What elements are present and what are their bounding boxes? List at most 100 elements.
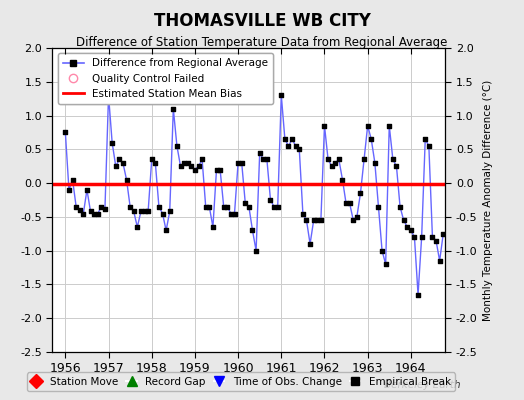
Point — [428, 234, 436, 240]
Point — [277, 92, 286, 98]
Point — [68, 176, 77, 183]
Point — [439, 230, 447, 237]
Point — [212, 166, 221, 173]
Point — [216, 166, 224, 173]
Point — [101, 206, 109, 212]
Point — [202, 204, 210, 210]
Point — [180, 160, 188, 166]
Point — [291, 143, 300, 149]
Point — [320, 122, 329, 129]
Point — [378, 248, 386, 254]
Point — [191, 166, 199, 173]
Point — [173, 143, 181, 149]
Point — [432, 237, 440, 244]
Point — [421, 136, 430, 142]
Point — [302, 217, 311, 224]
Point — [205, 204, 213, 210]
Point — [234, 160, 242, 166]
Point — [137, 208, 145, 215]
Point — [155, 204, 163, 210]
Point — [115, 156, 124, 163]
Point — [356, 190, 365, 196]
Point — [306, 241, 314, 247]
Text: Difference of Station Temperature Data from Regional Average: Difference of Station Temperature Data f… — [77, 36, 447, 49]
Point — [396, 204, 404, 210]
Point — [285, 143, 293, 149]
Point — [122, 176, 130, 183]
Point — [94, 210, 102, 217]
Point — [299, 210, 307, 217]
Point — [148, 156, 156, 163]
Point — [407, 227, 415, 234]
Point — [274, 204, 282, 210]
Point — [90, 210, 99, 217]
Point — [183, 160, 192, 166]
Point — [75, 207, 84, 213]
Point — [342, 200, 350, 206]
Point — [281, 136, 289, 142]
Point — [410, 234, 419, 240]
Point — [424, 143, 433, 149]
Point — [399, 217, 408, 224]
Point — [288, 136, 296, 142]
Point — [349, 217, 357, 224]
Point — [310, 217, 318, 224]
Point — [435, 258, 444, 264]
Point — [345, 200, 354, 206]
Point — [324, 156, 332, 163]
Point — [266, 197, 275, 203]
Point — [119, 160, 127, 166]
Point — [187, 163, 195, 170]
Point — [65, 187, 73, 193]
Point — [166, 208, 174, 215]
Legend: Difference from Regional Average, Quality Control Failed, Estimated Station Mean: Difference from Regional Average, Qualit… — [58, 53, 273, 104]
Point — [61, 129, 70, 136]
Point — [367, 136, 376, 142]
Point — [364, 122, 372, 129]
Point — [129, 208, 138, 215]
Point — [313, 217, 321, 224]
Point — [220, 204, 228, 210]
Point — [385, 122, 394, 129]
Point — [140, 208, 149, 215]
Point — [97, 204, 105, 210]
Point — [374, 204, 383, 210]
Point — [79, 210, 88, 217]
Point — [209, 224, 217, 230]
Point — [381, 261, 390, 267]
Point — [194, 163, 203, 170]
Point — [104, 92, 113, 98]
Point — [353, 214, 361, 220]
Point — [331, 160, 340, 166]
Point — [295, 146, 303, 152]
Point — [162, 227, 170, 234]
Point — [177, 163, 185, 170]
Point — [198, 156, 206, 163]
Point — [248, 227, 257, 234]
Point — [252, 248, 260, 254]
Point — [112, 163, 120, 170]
Point — [144, 208, 152, 215]
Point — [151, 160, 159, 166]
Legend: Station Move, Record Gap, Time of Obs. Change, Empirical Break: Station Move, Record Gap, Time of Obs. C… — [27, 372, 455, 391]
Point — [245, 204, 253, 210]
Y-axis label: Monthly Temperature Anomaly Difference (°C): Monthly Temperature Anomaly Difference (… — [483, 79, 493, 321]
Point — [328, 163, 336, 170]
Point — [392, 163, 401, 170]
Text: THOMASVILLE WB CITY: THOMASVILLE WB CITY — [154, 12, 370, 30]
Point — [108, 139, 116, 146]
Point — [72, 204, 80, 210]
Point — [259, 156, 267, 163]
Point — [335, 156, 343, 163]
Point — [418, 234, 426, 240]
Text: Berkeley Earth: Berkeley Earth — [385, 380, 461, 390]
Point — [370, 160, 379, 166]
Point — [169, 106, 178, 112]
Point — [263, 156, 271, 163]
Point — [227, 210, 235, 217]
Point — [237, 160, 246, 166]
Point — [158, 210, 167, 217]
Point — [231, 210, 239, 217]
Point — [403, 224, 411, 230]
Point — [86, 208, 95, 215]
